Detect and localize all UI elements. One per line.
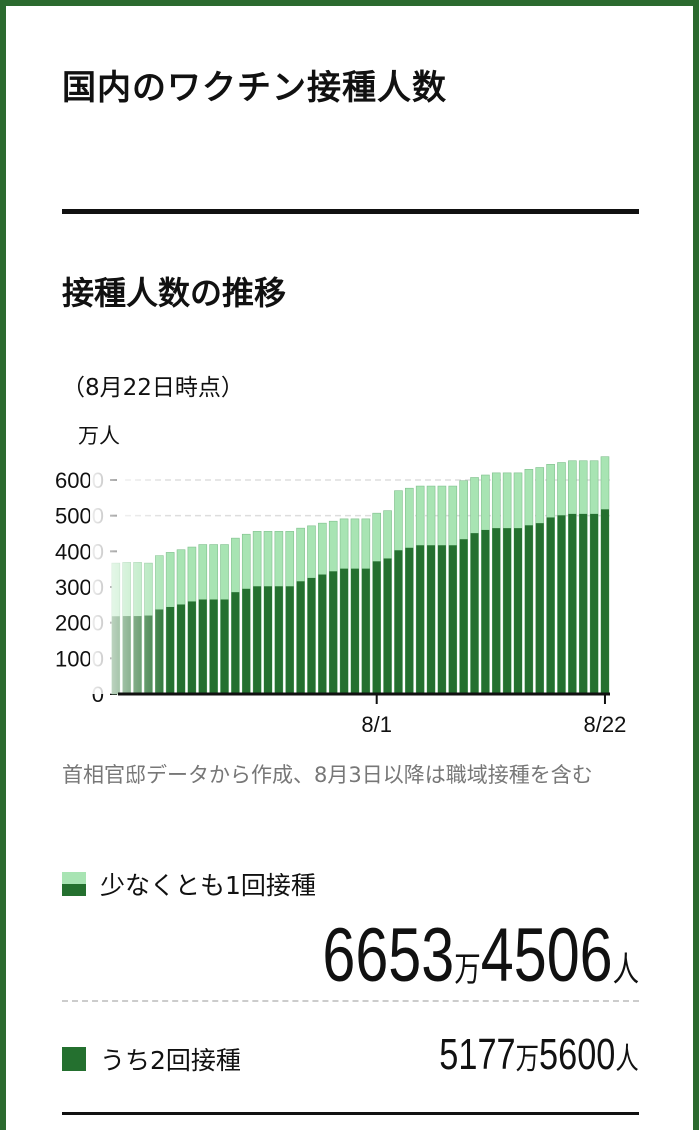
source-note: 首相官邸データから作成、8月3日以降は職域接種を含む	[62, 763, 593, 787]
bar-second-dose	[600, 509, 609, 694]
bar-second-dose	[187, 601, 196, 694]
bar-second-dose	[177, 604, 186, 694]
bar-second-dose	[307, 577, 316, 694]
second-dose-man: 5177	[439, 1030, 516, 1079]
bar-second-dose	[405, 547, 414, 694]
x-tick-label: 8/22	[584, 712, 627, 737]
legend-swatch-first-dose	[62, 872, 86, 896]
bar-second-dose	[242, 588, 251, 694]
unit-person: 人	[615, 1042, 639, 1077]
bar-second-dose	[448, 545, 457, 694]
x-tick-label: 8/1	[361, 712, 392, 737]
bar-second-dose	[350, 568, 359, 694]
bar-second-dose	[470, 533, 479, 694]
bar-second-dose	[514, 528, 523, 694]
legend-label-first-dose: 少なくとも1回接種	[100, 871, 316, 900]
second-dose-rest: 5600	[539, 1030, 616, 1079]
unit-man: 万	[454, 950, 481, 990]
bar-second-dose	[546, 517, 555, 694]
bar-second-dose	[383, 558, 392, 694]
unit-man: 万	[515, 1042, 540, 1077]
unit-person: 人	[612, 950, 639, 990]
first-dose-total: 6653万4506人	[322, 912, 639, 999]
bar-second-dose	[579, 513, 588, 694]
bar-second-dose	[568, 513, 577, 694]
section-title: 接種人数の推移	[62, 274, 287, 312]
legend-second-dose: うち2回接種	[62, 1041, 241, 1077]
bar-second-dose	[481, 529, 490, 694]
y-axis-label: 万人	[78, 424, 120, 448]
bar-second-dose	[285, 586, 294, 694]
bottom-divider	[62, 1112, 639, 1115]
title-divider	[62, 209, 639, 214]
bar-second-dose	[296, 581, 305, 694]
page-title: 国内のワクチン接種人数	[62, 68, 447, 108]
bar-second-dose	[361, 568, 370, 694]
bar-second-dose	[394, 550, 403, 694]
bar-second-dose	[535, 523, 544, 694]
bar-second-dose	[220, 599, 229, 694]
bar-second-dose	[590, 513, 599, 694]
bar-second-dose	[416, 545, 425, 694]
bar-second-dose	[437, 545, 446, 694]
bar-second-dose	[340, 568, 349, 694]
bar-second-dose	[503, 528, 512, 694]
second-dose-total: 5177万5600人	[439, 1030, 639, 1080]
bar-second-dose	[253, 586, 262, 694]
bar-second-dose	[166, 606, 175, 694]
legend-label-second-dose: うち2回接種	[100, 1046, 241, 1075]
bar-second-dose	[209, 599, 218, 694]
bar-second-dose	[198, 599, 207, 694]
bar-second-dose	[329, 571, 338, 694]
bar-second-dose	[524, 525, 533, 694]
first-dose-man: 6653	[322, 913, 455, 998]
bar-second-dose	[274, 586, 283, 694]
legend-first-dose: 少なくとも1回接種	[62, 866, 316, 902]
bar-second-dose	[264, 586, 272, 694]
bar-second-dose	[557, 515, 566, 694]
legend-swatch-second-dose	[62, 1047, 86, 1071]
bar-second-dose	[318, 574, 327, 694]
chart-fade-overlay	[90, 450, 170, 694]
bar-second-dose	[492, 528, 501, 694]
legend-divider	[62, 1000, 639, 1002]
first-dose-rest: 4506	[480, 913, 613, 998]
bar-second-dose	[372, 561, 381, 694]
bar-second-dose	[231, 592, 240, 694]
as-of-date: （8月22日時点）	[62, 375, 244, 401]
bar-second-dose	[459, 539, 468, 694]
bar-second-dose	[427, 545, 436, 694]
